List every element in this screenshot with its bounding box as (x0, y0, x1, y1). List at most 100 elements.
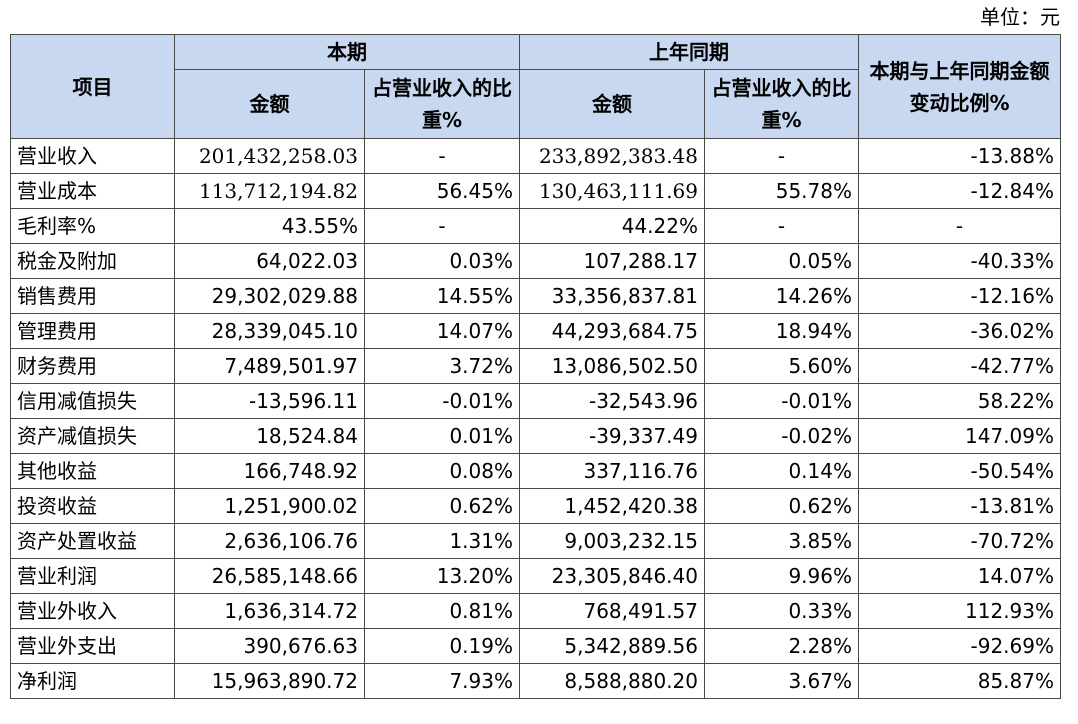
cell-cur-ratio: -0.01% (364, 383, 520, 419)
table-row: 营业利润 26,585,148.66 13.20% 23,305,846.40 9.96… (10, 558, 1061, 594)
cell-cur-amount: 18,524.84 (174, 418, 365, 454)
cell-item: 投资收益 (10, 488, 175, 524)
cell-item: 税金及附加 (10, 243, 175, 279)
cell-change: 85.87% (858, 663, 1061, 699)
table-row: 营业收入 201,432,258.03-233,892,383.48- -13.88… (10, 138, 1061, 174)
cell-cur-ratio: 0.19% (364, 628, 520, 664)
cell-prior-amount: 33,356,837.81 (519, 278, 705, 314)
cell-item: 资产减值损失 (10, 418, 175, 454)
cell-cur-amount: 43.55% (174, 208, 365, 244)
cell-prior-ratio: 5.60% (704, 348, 859, 384)
table-row: 管理费用 28,339,045.10 14.07% 44,293,684.75 18.9… (10, 313, 1061, 349)
cell-item: 管理费用 (10, 313, 175, 349)
cell-item: 财务费用 (10, 348, 175, 384)
cell-prior-amount: 44.22% (519, 208, 705, 244)
cell-prior-ratio: 55.78% (704, 173, 859, 209)
cell-prior-amount: 1,452,420.38 (519, 488, 705, 524)
cell-cur-amount: 1,636,314.72 (174, 593, 365, 629)
cell-prior-amount: -39,337.49 (519, 418, 705, 454)
cell-prior-amount: 8,588,880.20 (519, 663, 705, 699)
table-row: 毛利率% 43.55% -44.22% - - (10, 208, 1061, 244)
cell-change: -40.33% (858, 243, 1061, 279)
cell-change: -70.72% (858, 523, 1061, 559)
cell-cur-ratio: 0.08% (364, 453, 520, 489)
cell-item: 销售费用 (10, 278, 175, 314)
cell-prior-ratio: 18.94% (704, 313, 859, 349)
header-current-amount: 金额 (174, 69, 365, 139)
cell-prior-amount: -32,543.96 (519, 383, 705, 419)
cell-prior-amount: 768,491.57 (519, 593, 705, 629)
cell-cur-amount: 1,251,900.02 (174, 488, 365, 524)
cell-change: - (858, 208, 1061, 244)
table-row: 营业外支出 390,676.63 0.19% 5,342,889.56 2.28% -92… (10, 628, 1061, 664)
table-row: 资产减值损失 18,524.84 0.01% -39,337.49 -0.02% 147.… (10, 418, 1061, 454)
cell-prior-amount: 23,305,846.40 (519, 558, 705, 594)
cell-prior-ratio: 14.26% (704, 278, 859, 314)
cell-prior-ratio: 9.96% (704, 558, 859, 594)
cell-cur-amount: 7,489,501.97 (174, 348, 365, 384)
income-statement-table: 项目 本期 上年同期 本期与上年同期金额变动比例% 金额 占营业收入的比重% 金… (10, 34, 1061, 699)
cell-cur-amount: 390,676.63 (174, 628, 365, 664)
cell-prior-amount: 13,086,502.50 (519, 348, 705, 384)
cell-item: 资产处置收益 (10, 523, 175, 559)
cell-change: -42.77% (858, 348, 1061, 384)
cell-item: 信用减值损失 (10, 383, 175, 419)
cell-cur-ratio: 0.62% (364, 488, 520, 524)
cell-prior-amount: 44,293,684.75 (519, 313, 705, 349)
header-prior-amount: 金额 (519, 69, 705, 139)
cell-prior-amount: 9,003,232.15 (519, 523, 705, 559)
cell-cur-amount: 64,022.03 (174, 243, 365, 279)
cell-cur-ratio: 3.72% (364, 348, 520, 384)
cell-cur-amount: 26,585,148.66 (174, 558, 365, 594)
table-row: 销售费用 29,302,029.88 14.55% 33,356,837.81 14.2… (10, 278, 1061, 314)
cell-change: -12.16% (858, 278, 1061, 314)
cell-prior-ratio: 0.62% (704, 488, 859, 524)
table-row: 营业成本 113,712,194.82 56.45% 130,463,111.69 55… (10, 173, 1061, 209)
cell-change: -12.84% (858, 173, 1061, 209)
cell-cur-amount: 15,963,890.72 (174, 663, 365, 699)
header-change-ratio: 本期与上年同期金额变动比例% (858, 34, 1061, 139)
cell-change: 14.07% (858, 558, 1061, 594)
cell-cur-amount: 113,712,194.82 (174, 173, 365, 209)
cell-change: 112.93% (858, 593, 1061, 629)
cell-prior-ratio: 3.85% (704, 523, 859, 559)
cell-item: 营业收入 (10, 138, 175, 174)
table-row: 净利润 15,963,890.72 7.93% 8,588,880.20 3.67% 85… (10, 663, 1061, 699)
table-row: 其他收益 166,748.92 0.08% 337,116.76 0.14% -50.54… (10, 453, 1061, 489)
cell-prior-ratio: - (704, 208, 859, 244)
cell-prior-amount: 337,116.76 (519, 453, 705, 489)
cell-prior-ratio: 3.67% (704, 663, 859, 699)
cell-item: 其他收益 (10, 453, 175, 489)
table-row: 营业外收入 1,636,314.72 0.81% 768,491.57 0.33% 112… (10, 593, 1061, 629)
cell-item: 净利润 (10, 663, 175, 699)
cell-prior-ratio: 0.33% (704, 593, 859, 629)
cell-prior-ratio: -0.01% (704, 383, 859, 419)
unit-label: 单位：元 (980, 5, 1060, 29)
cell-cur-amount: -13,596.11 (174, 383, 365, 419)
cell-change: -92.69% (858, 628, 1061, 664)
table-row: 税金及附加 64,022.03 0.03% 107,288.17 0.05% -40.33… (10, 243, 1061, 279)
header-prior-ratio: 占营业收入的比重% (704, 69, 859, 139)
cell-change: -13.88% (858, 138, 1061, 174)
cell-cur-amount: 28,339,045.10 (174, 313, 365, 349)
cell-change: 58.22% (858, 383, 1061, 419)
table-row: 投资收益 1,251,900.02 0.62% 1,452,420.38 0.62% -1… (10, 488, 1061, 524)
header-current-ratio: 占营业收入的比重% (364, 69, 520, 139)
cell-item: 营业外收入 (10, 593, 175, 629)
cell-prior-amount: 130,463,111.69 (519, 173, 705, 209)
cell-cur-ratio: 14.55% (364, 278, 520, 314)
cell-cur-amount: 201,432,258.03 (174, 138, 365, 174)
cell-cur-ratio: - (364, 208, 520, 244)
cell-prior-ratio: 2.28% (704, 628, 859, 664)
cell-cur-ratio: 56.45% (364, 173, 520, 209)
cell-cur-ratio: 7.93% (364, 663, 520, 699)
header-current-period: 本期 (174, 34, 520, 70)
cell-cur-ratio: 0.81% (364, 593, 520, 629)
cell-item: 营业外支出 (10, 628, 175, 664)
cell-prior-ratio: 0.14% (704, 453, 859, 489)
header-item: 项目 (10, 34, 175, 139)
cell-cur-amount: 2,636,106.76 (174, 523, 365, 559)
cell-prior-ratio: 0.05% (704, 243, 859, 279)
cell-change: -50.54% (858, 453, 1061, 489)
cell-cur-ratio: 0.01% (364, 418, 520, 454)
